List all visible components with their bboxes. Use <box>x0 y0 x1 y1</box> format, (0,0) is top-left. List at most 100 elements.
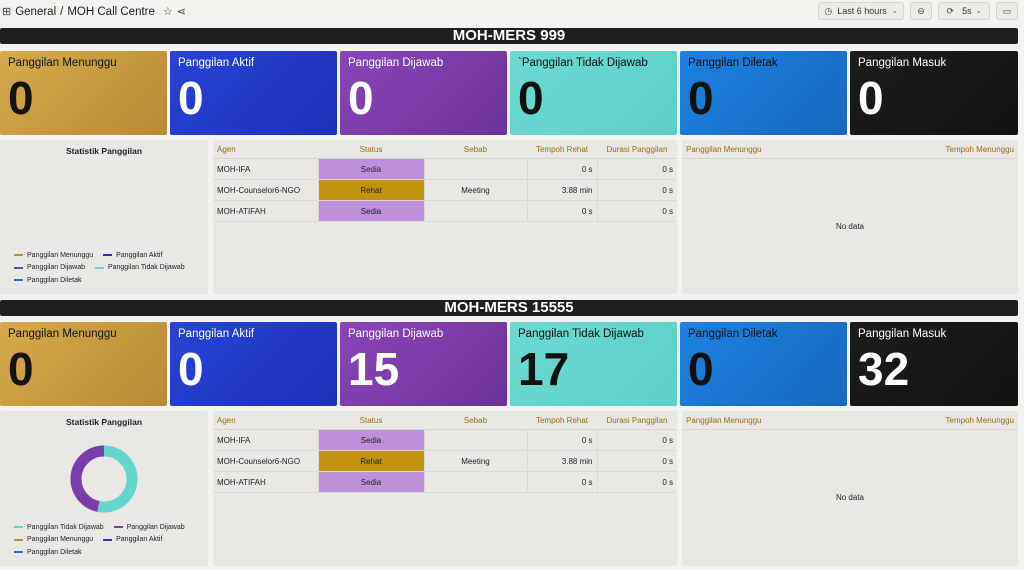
queue-panel: Panggilan Menunggu Tempoh Menunggu No da… <box>682 411 1018 566</box>
legend-item[interactable]: Panggilan Dijawab <box>113 524 185 531</box>
apps-grid-icon[interactable]: ⊞ <box>2 5 12 18</box>
column-header[interactable]: Durasi Panggilan <box>597 140 677 159</box>
break-duration: 3.88 min <box>526 179 597 201</box>
refresh-picker[interactable]: ⟳ 5s ⌄ <box>938 2 990 20</box>
stat-label: Panggilan Dijawab <box>348 57 444 69</box>
stat-label: Panggilan Menunggu <box>8 328 117 340</box>
chart-title: Statistik Panggilan <box>65 146 143 156</box>
chart-title: Statistik Panggilan <box>65 417 143 427</box>
stat-panggilan-masuk[interactable]: Panggilan Masuk 0 <box>850 51 1018 135</box>
reason-cell <box>423 200 527 222</box>
stat-value: 0 <box>688 343 714 395</box>
stat-label: Panggilan Masuk <box>858 57 947 69</box>
stat-panggilan-menunggu[interactable]: Panggilan Menunggu 0 <box>0 322 167 406</box>
table-row: MOH-ATIFAH Sedia 0 s 0 s <box>213 471 677 493</box>
table-row: MOH-IFA Sedia 0 s 0 s <box>213 429 677 451</box>
status-cell: Rehat <box>317 450 424 472</box>
break-duration: 0 s <box>526 200 597 222</box>
agent-table-panel: Agen Status Sebab Tempoh Rehat Durasi Pa… <box>213 140 677 294</box>
stat-value: 0 <box>178 343 204 395</box>
reason-cell <box>423 471 527 493</box>
break-duration: 0 s <box>526 471 597 493</box>
break-duration: 3.88 min <box>526 450 597 472</box>
column-header[interactable]: Status <box>318 140 424 159</box>
stat-panggilan-dijawab[interactable]: Panggilan Dijawab 15 <box>340 322 507 406</box>
table-row: MOH-IFA Sedia 0 s 0 s <box>213 158 677 180</box>
chart-panel: Statistik Panggilan Panggilan Menunggu P… <box>0 140 208 294</box>
stat-panggilan-aktif[interactable]: Panggilan Aktif 0 <box>170 322 337 406</box>
stat-panggilan-diletak[interactable]: Panggilan Diletak 0 <box>680 51 847 135</box>
legend-item[interactable]: Panggilan Menunggu <box>14 536 93 543</box>
column-header[interactable]: Panggilan Menunggu <box>682 140 858 159</box>
legend-item[interactable]: Panggilan Diletak <box>14 549 81 556</box>
column-header[interactable]: Tempoh Rehat <box>527 411 597 430</box>
stat-panggilan-menunggu[interactable]: Panggilan Menunggu 0 <box>0 51 167 135</box>
stat-label: Panggilan Tidak Dijawab <box>518 328 644 340</box>
legend-item[interactable]: Panggilan Tidak Dijawab <box>94 264 185 271</box>
monitor-icon: ▭ <box>1002 5 1012 16</box>
section-banner: MOH-MERS 999 <box>0 28 1018 44</box>
time-range-picker[interactable]: ◷ Last 6 hours ⌄ <box>818 2 904 20</box>
call-duration: 0 s <box>596 429 677 451</box>
chevron-down-icon: ⌄ <box>891 7 898 15</box>
stat-value: 0 <box>8 343 34 395</box>
stat-panggilan-tidak-dijawab[interactable]: Panggilan Tidak Dijawab 17 <box>510 322 677 406</box>
table-row: MOH-Counselor6-NGO Rehat Meeting 3.88 mi… <box>213 450 677 472</box>
stat-value: 17 <box>518 343 570 395</box>
column-header[interactable]: Sebab <box>424 411 527 430</box>
column-header[interactable]: Status <box>318 411 424 430</box>
queue-panel: Panggilan Menunggu Tempoh Menunggu No da… <box>682 140 1018 294</box>
agent-name: MOH-IFA <box>213 158 318 180</box>
legend-item[interactable]: Panggilan Dijawab <box>14 264 85 271</box>
stat-panggilan-dijawab[interactable]: Panggilan Dijawab 0 <box>340 51 507 135</box>
column-header[interactable]: Sebab <box>424 140 527 159</box>
zoom-out-icon: ⊖ <box>917 5 925 16</box>
column-header[interactable]: Agen <box>213 140 318 159</box>
stat-panggilan-masuk[interactable]: Panggilan Masuk 32 <box>850 322 1018 406</box>
call-duration: 0 s <box>596 158 677 180</box>
agent-name: MOH-Counselor6-NGO <box>213 179 318 201</box>
call-duration: 0 s <box>596 200 677 222</box>
stat-value: 0 <box>518 72 544 124</box>
stat-panggilan-aktif[interactable]: Panggilan Aktif 0 <box>170 51 337 135</box>
stat-value: 0 <box>348 72 374 124</box>
column-header[interactable]: Tempoh Menunggu <box>857 140 1018 159</box>
stat-panggilan-diletak[interactable]: Panggilan Diletak 0 <box>680 322 847 406</box>
status-cell: Sedia <box>317 158 424 180</box>
column-header[interactable]: Durasi Panggilan <box>597 411 677 430</box>
legend-item[interactable]: Panggilan Aktif <box>103 252 162 259</box>
breadcrumb-root[interactable]: General <box>15 6 57 18</box>
agent-name: MOH-IFA <box>213 429 318 451</box>
share-icon[interactable]: ⋖ <box>176 5 186 18</box>
break-duration: 0 s <box>526 429 597 451</box>
column-header[interactable]: Tempoh Menunggu <box>857 411 1018 430</box>
legend-item[interactable]: Panggilan Tidak Dijawab <box>14 524 104 531</box>
agent-table: Agen Status Sebab Tempoh Rehat Durasi Pa… <box>213 411 677 493</box>
status-cell: Sedia <box>317 429 424 451</box>
no-data-message: No data <box>835 493 865 502</box>
legend-item[interactable]: Panggilan Aktif <box>103 536 162 543</box>
break-duration: 0 s <box>526 158 597 180</box>
tv-mode-button[interactable]: ▭ <box>996 2 1018 20</box>
legend-item[interactable]: Panggilan Menunggu <box>14 252 93 259</box>
status-cell: Sedia <box>317 200 424 222</box>
column-header[interactable]: Panggilan Menunggu <box>682 411 858 430</box>
zoom-out-button[interactable]: ⊖ <box>910 2 932 20</box>
call-duration: 0 s <box>596 471 677 493</box>
reason-cell <box>423 158 527 180</box>
queue-table: Panggilan Menunggu Tempoh Menunggu <box>682 411 1018 430</box>
top-toolbar: ⊞ General / MOH Call Centre ☆ ⋖ ◷ Last 6… <box>0 0 1024 24</box>
legend-item[interactable]: Panggilan Diletak <box>14 277 81 284</box>
column-header[interactable]: Agen <box>213 411 318 430</box>
table-row: MOH-ATIFAH Sedia 0 s 0 s <box>213 200 677 222</box>
star-icon[interactable]: ☆ <box>162 5 173 18</box>
table-row: MOH-Counselor6-NGO Rehat Meeting 3.88 mi… <box>213 179 677 201</box>
stat-label: `Panggilan Tidak Dijawab <box>518 57 648 69</box>
status-cell: Rehat <box>317 179 424 201</box>
column-header[interactable]: Tempoh Rehat <box>527 140 597 159</box>
stat-label: Panggilan Diletak <box>688 328 778 340</box>
stat-value: 0 <box>8 72 34 124</box>
dashboard-title: MOH Call Centre <box>67 6 155 18</box>
donut-slice-dijawab[interactable] <box>70 445 138 513</box>
stat-panggilan-tidak-dijawab[interactable]: `Panggilan Tidak Dijawab 0 <box>510 51 677 135</box>
